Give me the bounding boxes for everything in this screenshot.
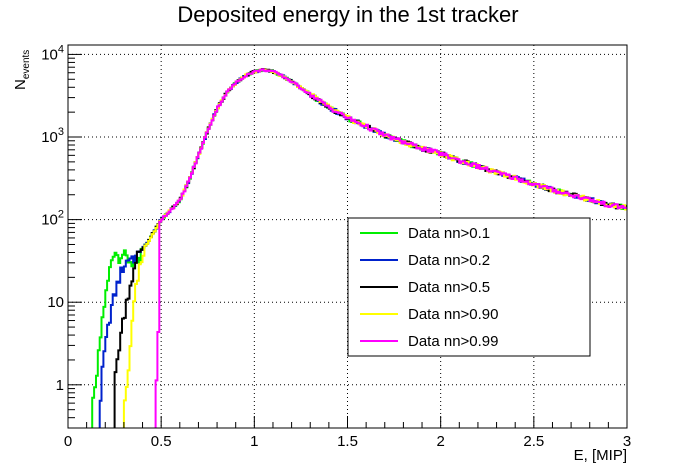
y-axis-label-main: N bbox=[12, 79, 29, 90]
legend-label: Data nn>0.5 bbox=[408, 279, 490, 296]
legend-item: Data nn>0.2 bbox=[360, 252, 490, 269]
svg-text:Nevents: Nevents bbox=[12, 50, 32, 90]
legend-item: Data nn>0.90 bbox=[360, 306, 499, 323]
y-tick-label: 1 bbox=[56, 377, 64, 394]
x-tick-label: 2.5 bbox=[523, 433, 544, 450]
y-axis-label-sub: events bbox=[21, 50, 32, 79]
y-tick-label: 104 bbox=[41, 43, 64, 63]
legend-label: Data nn>0.2 bbox=[408, 252, 490, 269]
legend: Data nn>0.1 Data nn>0.2 Data nn>0.5 Data nn… bbox=[347, 217, 591, 357]
legend-item: Data nn>0.99 bbox=[360, 333, 499, 350]
x-tick-label: 1.5 bbox=[337, 433, 358, 450]
y-tick-label: 10 bbox=[47, 294, 64, 311]
x-tick-label: 0 bbox=[64, 433, 72, 450]
axes: 0 0.5 1 1.5 2 2.5 3 1 10 102 103 104 bbox=[41, 43, 631, 450]
x-tick-label: 1 bbox=[250, 433, 258, 450]
x-tick-label: 2 bbox=[436, 433, 444, 450]
chart-title: Deposited energy in the 1st tracker bbox=[177, 2, 518, 27]
y-tick-label: 102 bbox=[41, 209, 64, 229]
legend-item: Data nn>0.1 bbox=[360, 225, 490, 242]
legend-label: Data nn>0.99 bbox=[408, 333, 499, 350]
y-axis-label: Nevents bbox=[12, 50, 32, 90]
x-tick-label: 3 bbox=[623, 433, 631, 450]
legend-label: Data nn>0.90 bbox=[408, 306, 499, 323]
x-axis-label: E, [MIP] bbox=[574, 447, 627, 464]
series-group bbox=[91, 68, 627, 428]
legend-item: Data nn>0.5 bbox=[360, 279, 490, 296]
x-tick-label: 0.5 bbox=[151, 433, 172, 450]
y-tick-label: 103 bbox=[41, 126, 64, 146]
series-data-nn-0-99-line bbox=[154, 68, 627, 428]
legend-label: Data nn>0.1 bbox=[408, 225, 490, 242]
